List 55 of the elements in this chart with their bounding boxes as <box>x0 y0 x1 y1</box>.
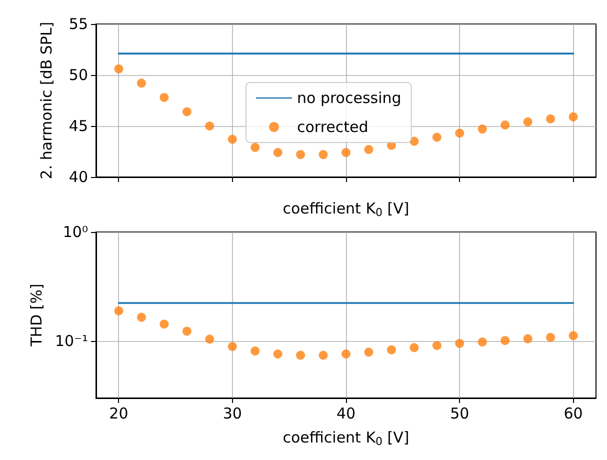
point <box>364 144 374 154</box>
legend-label: no processing <box>297 89 402 107</box>
point <box>432 340 442 350</box>
point <box>500 336 510 346</box>
point <box>273 148 282 158</box>
x-tick-label: 20 <box>109 404 128 422</box>
point <box>455 338 464 348</box>
point <box>273 350 282 358</box>
point <box>342 350 350 358</box>
point <box>136 78 146 88</box>
point <box>296 350 306 360</box>
x-tick-label: 60 <box>564 404 583 422</box>
point <box>568 331 578 340</box>
point <box>205 122 214 130</box>
point <box>160 320 169 329</box>
point <box>136 312 146 322</box>
point <box>182 326 192 336</box>
point <box>182 107 192 116</box>
point <box>228 134 237 144</box>
point <box>318 150 328 160</box>
point <box>250 142 260 152</box>
point <box>546 332 556 342</box>
point <box>160 92 169 102</box>
point <box>523 117 532 126</box>
point <box>386 345 396 354</box>
point <box>364 348 374 357</box>
legend-label: corrected <box>297 118 368 136</box>
point <box>114 306 124 316</box>
point <box>296 150 306 160</box>
point <box>546 114 556 124</box>
y-tick-label: 45 <box>68 117 88 135</box>
point <box>342 148 350 158</box>
point <box>410 343 419 352</box>
point <box>318 350 328 360</box>
point <box>523 334 532 344</box>
x-tick-label: 30 <box>222 404 242 422</box>
point <box>568 112 578 122</box>
point <box>432 132 442 142</box>
y-axis-title: 2. harmonic [dB SPL] <box>38 22 56 180</box>
y-tick-label: 50 <box>68 66 88 84</box>
point <box>114 64 124 74</box>
y-tick-label: 40 <box>68 168 88 186</box>
y-tick-label: 55 <box>68 15 88 33</box>
x-tick-label: 50 <box>450 404 470 422</box>
point <box>455 128 464 138</box>
y-axis-title: THD [%] <box>28 284 46 348</box>
y-tick-label: 10⁻¹ <box>54 332 88 350</box>
point <box>250 346 260 356</box>
point <box>478 337 487 346</box>
point <box>500 120 510 130</box>
point <box>478 124 487 134</box>
x-tick-label: 40 <box>336 404 356 422</box>
y-tick-label: 10⁰ <box>62 223 88 241</box>
point <box>228 342 237 352</box>
point <box>205 334 214 344</box>
